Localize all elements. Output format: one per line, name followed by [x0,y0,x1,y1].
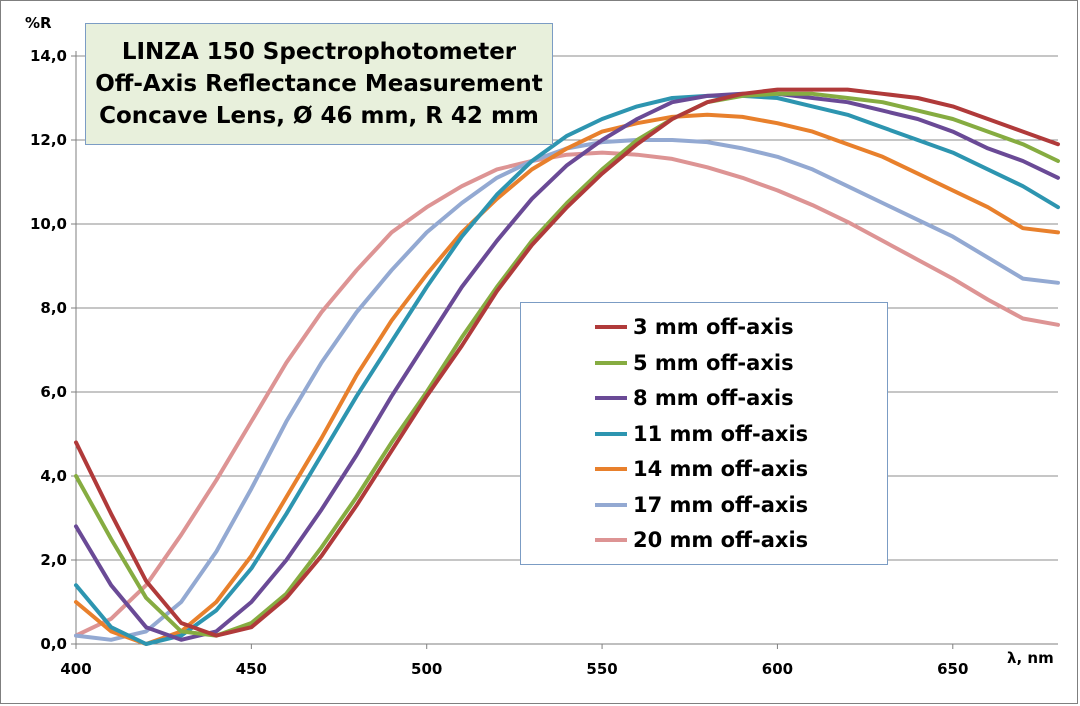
x-tick-label: 550 [586,660,617,678]
y-tick-label: 2,0 [40,551,67,569]
legend-swatch [595,396,627,400]
x-tick-label: 450 [236,660,267,678]
y-tick-label: 6,0 [40,383,67,401]
y-tick-label: 0,0 [40,635,67,653]
legend-swatch [595,502,627,507]
legend-item: 3 mm off-axis [595,312,794,342]
x-tick-label: 650 [937,660,968,678]
legend-swatch [595,431,627,436]
legend-label: 11 mm off-axis [633,421,809,446]
chart-title-line-3: Concave Lens, Ø 46 mm, R 42 mm [99,103,539,129]
legend-label: 17 mm off-axis [633,492,809,517]
tick-labels: 0,0 2,0 4,0 6,0 8,0 10,0 12,0 14,0 400 450 500 550 6… [30,47,968,678]
legend-item: 20 mm off-axis [595,525,808,555]
y-tick-label: 12,0 [30,131,67,149]
series-line [74,91,1060,638]
legend-item: 5 mm off-axis [595,348,794,378]
legend-label: 20 mm off-axis [633,528,809,552]
chart-title-box: LINZA 150 Spectrophotometer Off-Axis Ref… [85,23,553,145]
legend-item: 14 mm off-axis [595,454,808,484]
legend-item: 17 mm off-axis [595,490,808,520]
legend-swatch [595,467,627,471]
legend-item: 8 mm off-axis [595,383,794,413]
legend-swatch [595,538,627,542]
legend-label: 5 mm off-axis [633,350,794,375]
series-line [74,93,1060,646]
legend-swatch [595,360,627,365]
legend-swatch [595,325,627,329]
legend-item: 11 mm off-axis [595,419,808,449]
legend-label: 8 mm off-axis [633,386,794,410]
y-tick-label: 8,0 [40,299,67,317]
axes [71,51,1058,649]
legend: 3 mm off-axis 5 mm off-axis 8 mm off-axis 1… [520,302,888,565]
y-axis-label: %R [25,14,52,32]
series-line [74,112,1060,646]
series-line [74,150,1060,638]
y-tick-label: 4,0 [40,467,67,485]
x-tick-label: 600 [762,660,793,678]
x-tick-label: 500 [411,660,442,678]
chart-title-line-1: LINZA 150 Spectrophotometer [121,39,517,65]
legend-label: 14 mm off-axis [633,457,809,481]
x-tick-label: 400 [60,660,91,678]
series-line [74,91,1060,642]
x-axis-label: λ, nm [1007,649,1054,667]
chart-title-line-2: Off-Axis Reflectance Measurement [95,71,543,97]
series-lines [74,87,1060,646]
series-line [74,87,1060,638]
legend-label: 3 mm off-axis [633,315,794,339]
y-tick-label: 14,0 [30,47,67,65]
y-tick-label: 10,0 [30,215,67,233]
